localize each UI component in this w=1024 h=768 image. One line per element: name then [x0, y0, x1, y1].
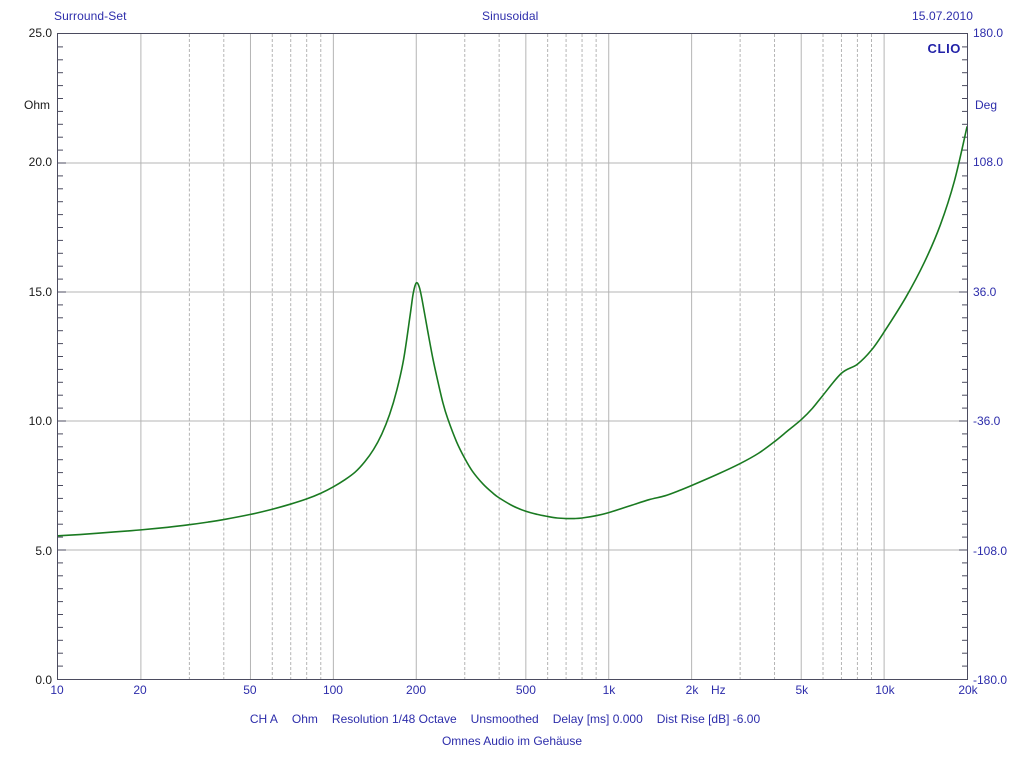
y2-axis-tick-label: -108.0	[973, 543, 1008, 558]
y2-axis-tick-label: -36.0	[973, 414, 1001, 429]
y-axis-tick-label: 25.0	[28, 26, 52, 40]
param-smoothing: Unsmoothed	[470, 712, 539, 726]
measurement-parameters: CH A Ohm Resolution 1/48 Octave Unsmoothed D…	[0, 712, 1024, 726]
y2-axis-tick-label: 36.0	[973, 284, 997, 299]
y-axis-tick-label: 0.0	[35, 673, 52, 687]
y2-axis-tick-label: -180.0	[973, 673, 1008, 687]
x-axis-tick-label: 1k	[602, 683, 616, 697]
header-center-title: Sinusoidal	[482, 9, 539, 23]
x-axis-tick-label: 100	[322, 683, 343, 697]
chart-caption: Omnes Audio im Gehäuse	[441, 734, 583, 748]
header-date: 15.07.2010	[912, 9, 974, 23]
y2-axis-tick-label: 108.0	[973, 155, 1004, 170]
x-axis-unit-label: Hz	[711, 683, 726, 697]
x-axis-tick-label: 10	[50, 683, 64, 697]
x-axis-tick-label: 5k	[795, 683, 809, 697]
x-axis-tick-label: 20k	[958, 683, 978, 697]
impedance-curve	[58, 126, 967, 537]
x-axis-tick-label: 500	[515, 683, 536, 697]
y-axis-tick-label: 15.0	[28, 284, 52, 299]
param-unit: Ohm	[291, 712, 318, 726]
param-channel: CH A	[249, 712, 278, 726]
param-delay: Delay [ms] 0.000	[552, 712, 643, 726]
y2-axis-unit-label: Deg	[975, 98, 998, 112]
param-resolution: Resolution 1/48 Octave	[331, 712, 457, 726]
grid-lines	[58, 34, 967, 679]
header-left-title: Surround-Set	[54, 9, 127, 23]
y2-axis-tick-label: 180.0	[973, 26, 1004, 40]
series-impedance-magnitude	[58, 126, 967, 537]
x-axis-tick-label: 10k	[875, 683, 895, 697]
y-axis-unit-label: Ohm	[24, 98, 51, 112]
x-axis-tick-label: 2k	[685, 683, 699, 697]
x-axis-ticks: 10 20 50 100 200 500 1k 2k 5k 10k 20k	[50, 683, 977, 701]
param-dist-rise: Dist Rise [dB] -6.00	[656, 712, 761, 726]
y-axis-tick-label: 20.0	[28, 155, 52, 170]
x-axis-tick-label: 50	[243, 683, 257, 697]
plot-area[interactable]: CLIO	[57, 33, 968, 680]
y-axis-tick-label: 5.0	[35, 543, 52, 558]
x-axis-tick-label: 200	[406, 683, 427, 697]
clio-logo: CLIO	[927, 41, 961, 56]
x-axis-tick-label: 20	[133, 683, 147, 697]
y-axis-tick-label: 10.0	[28, 414, 52, 429]
y-axis-right-ticks: -180.0 -108.0 -36.0 36.0 108.0 180.0	[973, 26, 1024, 687]
y-axis-left-ticks: 0.0 5.0 10.0 15.0 20.0 25.0	[0, 26, 52, 687]
